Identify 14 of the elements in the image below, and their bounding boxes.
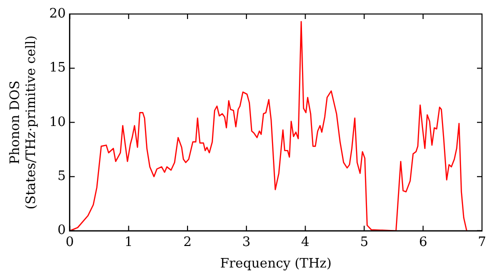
x-tick-label: 1: [124, 234, 133, 250]
y-tick-label: 15: [49, 60, 66, 76]
x-axis-title: Frequency (THz): [220, 256, 332, 272]
y-tick-label: 5: [57, 168, 66, 184]
x-tick-label: 4: [301, 234, 310, 250]
y-axis-title: Phonon DOS (States/THz·primitive cell): [8, 35, 39, 210]
x-tick-label: 5: [360, 234, 368, 250]
y-tick-label: 0: [57, 223, 66, 238]
x-tick-label: 6: [418, 234, 428, 250]
y-tick-label: 20: [49, 6, 66, 22]
x-tick-label: 2: [183, 234, 192, 250]
x-tick-label: 3: [242, 234, 251, 250]
y-tick-label: 10: [49, 114, 66, 130]
x-tick-label: 7: [478, 234, 486, 250]
